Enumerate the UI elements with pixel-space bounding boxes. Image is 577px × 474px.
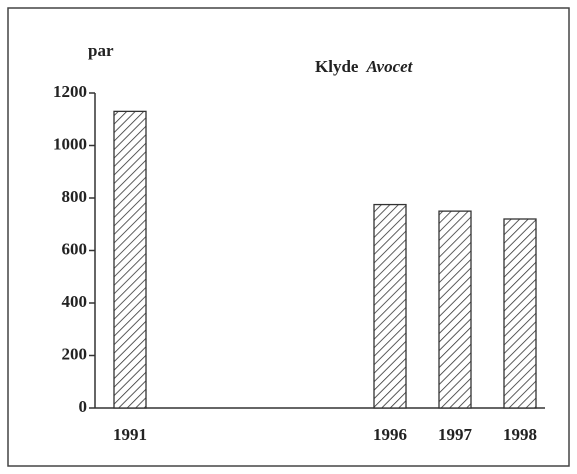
y-axis-label: par — [88, 41, 114, 60]
y-tick-label: 400 — [62, 292, 88, 311]
y-tick-label: 800 — [62, 187, 88, 206]
chart-title: Klyde Avocet — [315, 57, 414, 76]
x-tick-label: 1991 — [113, 425, 147, 444]
y-tick-label: 200 — [62, 344, 88, 363]
x-tick-label: 1997 — [438, 425, 473, 444]
x-tick-label: 1996 — [373, 425, 407, 444]
title-latin: Avocet — [365, 57, 413, 76]
y-tick-label: 1000 — [53, 134, 87, 153]
x-tick-label: 1998 — [503, 425, 537, 444]
bar — [438, 210, 472, 409]
bar — [373, 203, 407, 409]
y-tick-label: 600 — [62, 239, 88, 258]
frame — [7, 7, 570, 467]
title-common: Klyde — [315, 57, 359, 76]
bar — [503, 218, 537, 409]
bar — [113, 110, 147, 409]
y-tick-label: 0 — [79, 397, 88, 416]
y-tick-label: 1200 — [53, 82, 87, 101]
